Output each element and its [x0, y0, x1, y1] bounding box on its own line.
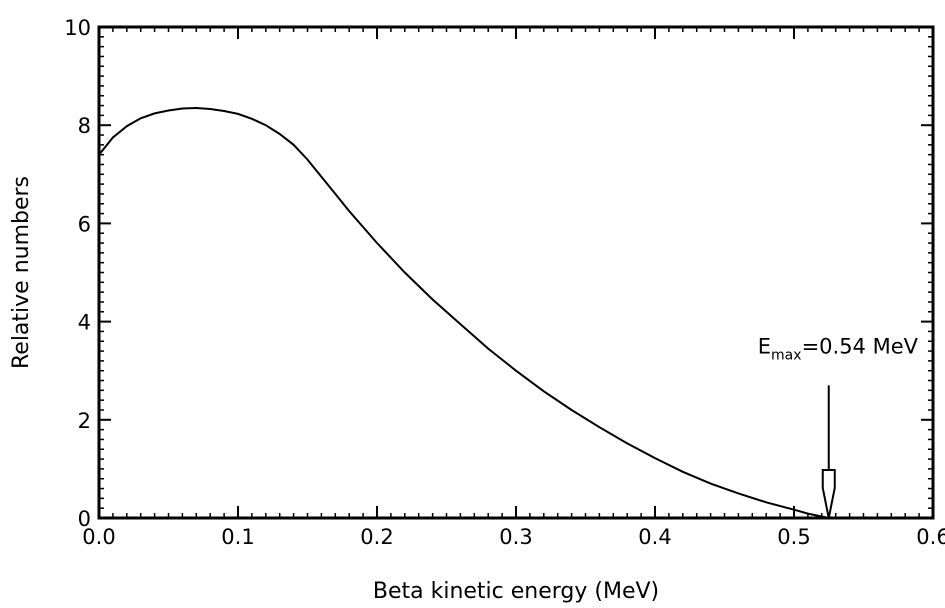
axis-ticks: [98, 26, 934, 519]
series-line: [98, 106, 830, 519]
y-tick-label: 8: [78, 114, 91, 138]
x-tick-label: 0.0: [82, 525, 115, 549]
emax-annotation: Emax=0.54 MeV: [758, 334, 919, 519]
x-tick-label: 0.2: [360, 525, 393, 549]
y-tick-label: 2: [78, 409, 91, 433]
y-tick-labels: 0 2 4 6 8 10: [64, 16, 91, 531]
x-tick-labels: 0.0 0.1 0.2 0.3 0.4 0.5 0.6: [82, 525, 945, 549]
y-tick-label: 4: [78, 311, 91, 335]
plot-frame: [97, 25, 935, 520]
emax-label-sub: max: [771, 347, 802, 363]
y-tick-label: 0: [78, 507, 91, 531]
x-tick-label: 0.5: [777, 525, 810, 549]
emax-arrow-head: [821, 469, 836, 519]
x-tick-label: 0.3: [499, 525, 532, 549]
emax-label-value: =0.54 MeV: [802, 334, 919, 358]
emax-label: Emax=0.54 MeV: [758, 334, 919, 363]
x-tick-label: 0.4: [638, 525, 671, 549]
x-axis-label: Beta kinetic energy (MeV): [373, 579, 659, 604]
y-tick-label: 6: [78, 212, 91, 236]
x-tick-label: 0.6: [916, 525, 945, 549]
y-axis-label: Relative numbers: [9, 176, 34, 369]
x-tick-label: 0.1: [221, 525, 254, 549]
y-tick-label: 10: [64, 16, 91, 40]
emax-label-main: E: [758, 334, 771, 358]
